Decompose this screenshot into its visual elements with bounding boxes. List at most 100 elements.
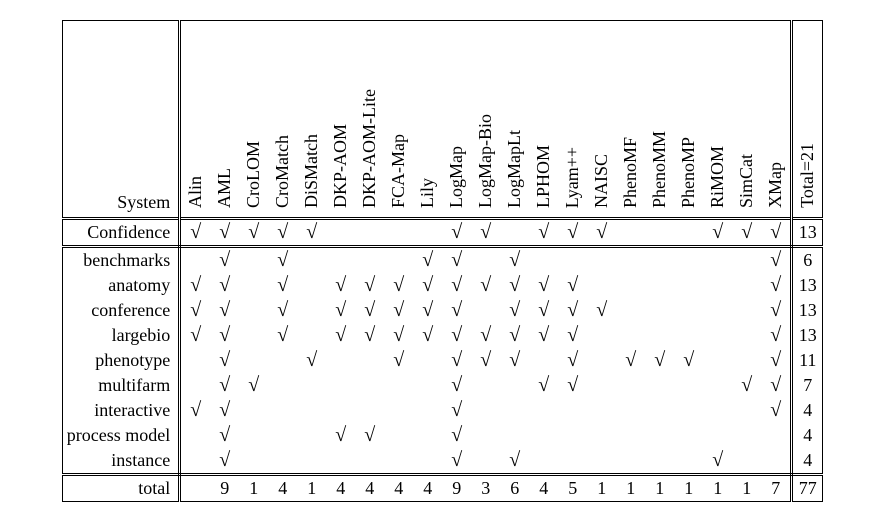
track-instance-cell [355, 448, 384, 475]
track-benchmarks-cell [384, 247, 413, 274]
track-instance-cell [674, 448, 703, 475]
track-process-model-cell [674, 423, 703, 448]
track-instance-cell [471, 448, 500, 475]
track-process-model-cell [558, 423, 587, 448]
track-phenotype-cell: √ [471, 348, 500, 373]
column-total-cell: 1 [297, 475, 326, 502]
track-interactive-cell [471, 398, 500, 423]
track-anatomy-cell: √ [384, 273, 413, 298]
track-largebio-cell: √ [442, 323, 471, 348]
track-anatomy-label: anatomy [62, 273, 179, 298]
track-benchmarks-cell [529, 247, 558, 274]
system-track-matrix: SystemAlinAMLCroLOMCroMatchDiSMatchDKP-A… [62, 20, 823, 502]
track-anatomy-cell [297, 273, 326, 298]
confidence-cell [326, 219, 355, 247]
column-total-cell: 4 [384, 475, 413, 502]
track-instance-cell: √ [703, 448, 732, 475]
confidence-total: 13 [792, 219, 823, 247]
track-instance-cell [732, 448, 761, 475]
confidence-cell [384, 219, 413, 247]
track-largebio-cell [297, 323, 326, 348]
track-multifarm-cell [413, 373, 442, 398]
column-total-cell: 1 [674, 475, 703, 502]
track-conference-cell [616, 298, 645, 323]
track-phenotype-total: 11 [792, 348, 823, 373]
confidence-label: Confidence [62, 219, 179, 247]
track-process-model-cell [180, 423, 211, 448]
track-interactive-cell [413, 398, 442, 423]
track-instance-cell: √ [442, 448, 471, 475]
track-conference-cell [645, 298, 674, 323]
track-multifarm-cell [384, 373, 413, 398]
column-total-cell: 4 [268, 475, 297, 502]
track-benchmarks-cell [558, 247, 587, 274]
system-column-header: PhenoMM [645, 21, 674, 219]
track-process-model-cell [587, 423, 616, 448]
track-conference-cell [732, 298, 761, 323]
column-total-cell: 1 [616, 475, 645, 502]
track-instance-cell [413, 448, 442, 475]
system-column-header: LogMap [442, 21, 471, 219]
track-phenotype-label: phenotype [62, 348, 179, 373]
system-column-header: Lily [413, 21, 442, 219]
track-anatomy-cell [703, 273, 732, 298]
column-total-cell: 1 [645, 475, 674, 502]
track-conference-cell: √ [558, 298, 587, 323]
column-total-cell: 3 [471, 475, 500, 502]
track-conference-cell: √ [500, 298, 529, 323]
track-benchmarks-cell [616, 247, 645, 274]
track-instance-cell [587, 448, 616, 475]
column-total-cell: 5 [558, 475, 587, 502]
track-process-model-total: 4 [792, 423, 823, 448]
track-largebio-cell [587, 323, 616, 348]
track-multifarm-cell [674, 373, 703, 398]
track-interactive-cell [587, 398, 616, 423]
track-conference-cell: √ [442, 298, 471, 323]
track-benchmarks-cell: √ [268, 247, 297, 274]
track-anatomy-cell: √ [413, 273, 442, 298]
track-phenotype-cell: √ [616, 348, 645, 373]
confidence-cell: √ [210, 219, 239, 247]
system-column-header: NAISC [587, 21, 616, 219]
track-instance-cell [616, 448, 645, 475]
track-interactive-cell [674, 398, 703, 423]
track-phenotype-cell: √ [674, 348, 703, 373]
column-total-cell: 6 [500, 475, 529, 502]
track-interactive-total: 4 [792, 398, 823, 423]
system-column-header: LogMap-Bio [471, 21, 500, 219]
track-phenotype-cell [413, 348, 442, 373]
track-benchmarks-cell [674, 247, 703, 274]
track-largebio-cell: √ [384, 323, 413, 348]
track-conference-cell: √ [384, 298, 413, 323]
track-phenotype-cell [326, 348, 355, 373]
column-total-cell: 1 [703, 475, 732, 502]
track-benchmarks-total: 6 [792, 247, 823, 274]
track-benchmarks-cell: √ [442, 247, 471, 274]
track-largebio-cell: √ [355, 323, 384, 348]
track-largebio-cell: √ [180, 323, 211, 348]
track-phenotype-cell [239, 348, 268, 373]
track-phenotype-cell: √ [297, 348, 326, 373]
track-largebio-cell [616, 323, 645, 348]
track-benchmarks-cell [180, 247, 211, 274]
track-interactive-cell [355, 398, 384, 423]
track-phenotype-cell: √ [645, 348, 674, 373]
track-benchmarks-cell: √ [210, 247, 239, 274]
track-largebio-cell: √ [268, 323, 297, 348]
confidence-cell [413, 219, 442, 247]
track-anatomy-cell: √ [268, 273, 297, 298]
row-header: System [62, 21, 179, 219]
system-column-header: PhenoMF [616, 21, 645, 219]
track-instance-cell [529, 448, 558, 475]
track-benchmarks-cell [471, 247, 500, 274]
track-interactive-cell [558, 398, 587, 423]
column-total-total: 77 [792, 475, 823, 502]
column-total-label: total [62, 475, 179, 502]
track-instance-cell [645, 448, 674, 475]
track-instance-cell: √ [210, 448, 239, 475]
column-total-cell: 1 [587, 475, 616, 502]
confidence-cell: √ [442, 219, 471, 247]
track-anatomy-cell [239, 273, 268, 298]
track-phenotype-cell [180, 348, 211, 373]
track-anatomy-cell: √ [558, 273, 587, 298]
